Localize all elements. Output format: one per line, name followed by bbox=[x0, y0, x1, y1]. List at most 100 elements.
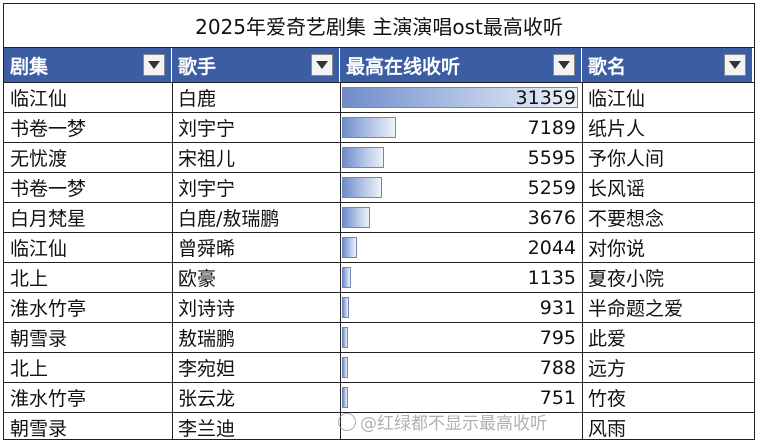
listens-cell: 31359 bbox=[340, 83, 582, 112]
table-row: 北上 欧豪 1135 夏夜小院 bbox=[4, 262, 754, 292]
listens-cell: 795 bbox=[340, 323, 582, 352]
listens-value: 3676 bbox=[527, 206, 576, 229]
listens-cell: 5259 bbox=[340, 173, 582, 202]
drama-cell: 北上 bbox=[10, 358, 49, 380]
header-label: 最高在线收听 bbox=[346, 55, 461, 78]
song-cell: 此爱 bbox=[588, 328, 627, 350]
header-label: 剧集 bbox=[10, 55, 49, 78]
data-bar bbox=[342, 267, 351, 288]
singer-cell: 白鹿/敖瑞鹏 bbox=[178, 208, 280, 230]
singer-cell: 李宛妲 bbox=[178, 358, 236, 380]
song-cell: 半命题之爱 bbox=[588, 298, 684, 320]
listens-value: 795 bbox=[539, 326, 576, 349]
drama-cell: 书卷一梦 bbox=[10, 178, 87, 200]
table-row: 临江仙 白鹿 31359 临江仙 bbox=[4, 82, 754, 112]
table-row: 北上 李宛妲 788 远方 bbox=[4, 352, 754, 382]
singer-cell: 曾舜晞 bbox=[178, 238, 236, 260]
column-divider bbox=[340, 82, 341, 439]
weibo-icon bbox=[338, 412, 356, 431]
drama-cell: 书卷一梦 bbox=[10, 118, 87, 140]
listens-cell: 751 bbox=[340, 383, 582, 412]
listens-value: 751 bbox=[539, 386, 576, 409]
data-bar bbox=[342, 177, 382, 198]
drama-cell: 淮水竹亭 bbox=[10, 388, 87, 410]
table-title: 2025年爱奇艺剧集 主演演唱ost最高收听 bbox=[4, 4, 754, 48]
watermark: @红绿都不显示最高收听 bbox=[338, 409, 547, 434]
drama-cell: 淮水竹亭 bbox=[10, 298, 87, 320]
listens-value: 2044 bbox=[527, 236, 576, 259]
drama-cell: 朝雪录 bbox=[10, 328, 68, 350]
listens-cell: 7189 bbox=[340, 113, 582, 142]
listens-value: 31359 bbox=[515, 86, 576, 109]
column-divider bbox=[172, 82, 173, 439]
listens-value: 1135 bbox=[527, 266, 576, 289]
data-bar bbox=[342, 237, 357, 258]
singer-cell: 刘宇宁 bbox=[178, 118, 236, 140]
data-bar bbox=[342, 87, 578, 108]
header-listens: 最高在线收听 bbox=[340, 48, 582, 82]
table-row: 淮水竹亭 张云龙 751 竹夜 bbox=[4, 382, 754, 412]
listens-cell: 1135 bbox=[340, 263, 582, 292]
listens-cell: 2044 bbox=[340, 233, 582, 262]
header-drama: 剧集 bbox=[4, 48, 172, 82]
listens-value: 931 bbox=[539, 296, 576, 319]
drama-cell: 朝雪录 bbox=[10, 418, 68, 440]
song-cell: 纸片人 bbox=[588, 118, 646, 140]
header-song: 歌名 bbox=[582, 48, 753, 82]
song-cell: 风雨 bbox=[588, 418, 627, 440]
singer-cell: 宋祖儿 bbox=[178, 148, 236, 170]
listens-cell: 5595 bbox=[340, 143, 582, 172]
song-cell: 夏夜小院 bbox=[588, 268, 665, 290]
table-row: 朝雪录 敖瑞鹏 795 此爱 bbox=[4, 322, 754, 352]
header-label: 歌名 bbox=[588, 55, 627, 78]
table-row: 淮水竹亭 刘诗诗 931 半命题之爱 bbox=[4, 292, 754, 322]
filter-dropdown-icon[interactable] bbox=[311, 54, 333, 76]
listens-value: 7189 bbox=[527, 116, 576, 139]
data-bar bbox=[342, 327, 348, 348]
listens-value: 788 bbox=[539, 356, 576, 379]
listens-value: 5259 bbox=[527, 176, 576, 199]
table-row: 临江仙 曾舜晞 2044 对你说 bbox=[4, 232, 754, 262]
table-row: 无忧渡 宋祖儿 5595 予你人间 bbox=[4, 142, 754, 172]
singer-cell: 张云龙 bbox=[178, 388, 236, 410]
table-row: 白月梵星 白鹿/敖瑞鹏 3676 不要想念 bbox=[4, 202, 754, 232]
song-cell: 对你说 bbox=[588, 238, 646, 260]
singer-cell: 李兰迪 bbox=[178, 418, 236, 440]
header-label: 歌手 bbox=[178, 55, 217, 78]
song-cell: 远方 bbox=[588, 358, 627, 380]
listens-cell: 788 bbox=[340, 353, 582, 382]
data-bar bbox=[342, 117, 396, 138]
filter-dropdown-icon[interactable] bbox=[143, 54, 165, 76]
drama-cell: 无忧渡 bbox=[10, 148, 68, 170]
song-cell: 临江仙 bbox=[588, 88, 646, 110]
table-row: 书卷一梦 刘宇宁 7189 纸片人 bbox=[4, 112, 754, 142]
data-bar bbox=[342, 297, 349, 318]
filter-dropdown-icon[interactable] bbox=[724, 54, 746, 76]
singer-cell: 欧豪 bbox=[178, 268, 217, 290]
table-row: 书卷一梦 刘宇宁 5259 长风谣 bbox=[4, 172, 754, 202]
drama-cell: 临江仙 bbox=[10, 238, 68, 260]
song-cell: 不要想念 bbox=[588, 208, 665, 230]
data-bar bbox=[342, 387, 348, 408]
data-bar bbox=[342, 147, 384, 168]
spreadsheet-table: 2025年爱奇艺剧集 主演演唱ost最高收听 剧集 歌手 最高在线收听 歌名 临江仙白… bbox=[3, 3, 755, 440]
song-cell: 予你人间 bbox=[588, 148, 665, 170]
drama-cell: 北上 bbox=[10, 268, 49, 290]
data-bar bbox=[342, 207, 370, 228]
data-bar bbox=[342, 357, 348, 378]
drama-cell: 白月梵星 bbox=[10, 208, 87, 230]
header-singer: 歌手 bbox=[172, 48, 340, 82]
listens-cell: 931 bbox=[340, 293, 582, 322]
singer-cell: 敖瑞鹏 bbox=[178, 328, 236, 350]
listens-value: 5595 bbox=[527, 146, 576, 169]
singer-cell: 刘宇宁 bbox=[178, 178, 236, 200]
drama-cell: 临江仙 bbox=[10, 88, 68, 110]
column-divider bbox=[582, 82, 583, 439]
singer-cell: 白鹿 bbox=[178, 88, 217, 110]
song-cell: 竹夜 bbox=[588, 388, 627, 410]
watermark-text: @红绿都不显示最高收听 bbox=[360, 414, 547, 434]
listens-cell: 3676 bbox=[340, 203, 582, 232]
song-cell: 长风谣 bbox=[588, 178, 646, 200]
filter-dropdown-icon[interactable] bbox=[553, 54, 575, 76]
table-row: 朝雪录 李兰迪 风雨 bbox=[4, 412, 754, 442]
